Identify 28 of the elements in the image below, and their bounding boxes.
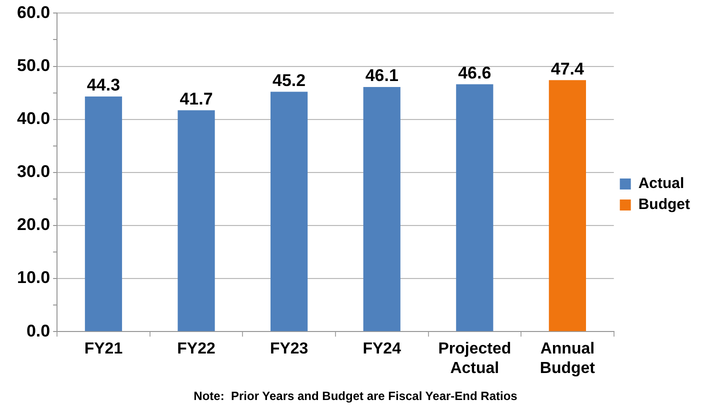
y-tick-label: 10.0 (16, 268, 50, 288)
x-tick-label: FY24 (362, 340, 402, 358)
x-tick-label: FY21 (84, 340, 123, 358)
x-tick-label: Annual Budget (540, 340, 596, 377)
data-label: 46.1 (365, 66, 398, 86)
bar (363, 86, 400, 332)
data-label: 44.3 (86, 76, 120, 95)
bar (548, 80, 586, 332)
x-tick-label: FY23 (270, 340, 308, 358)
legend-label: Actual (638, 175, 684, 192)
y-tick-label: 40.0 (16, 109, 50, 128)
legend-label: Budget (638, 196, 690, 214)
y-tick-label: 20.0 (16, 215, 50, 234)
data-label: 47.4 (550, 59, 585, 78)
y-tick-label: 60.0 (16, 2, 50, 22)
bar (456, 84, 494, 332)
bar (178, 110, 215, 332)
x-tick-label: Projected Actual (438, 340, 512, 377)
y-tick-label: 0.0 (26, 321, 50, 340)
y-tick-label: 50.0 (16, 56, 50, 75)
data-label: 41.7 (180, 90, 213, 108)
y-tick-label: 30.0 (16, 162, 50, 182)
bar (84, 96, 122, 332)
x-tick-label: FY22 (177, 340, 216, 358)
data-label: 46.6 (458, 63, 492, 82)
data-label: 45.2 (272, 70, 306, 90)
text: Note: Prior Years and Budget are Fiscal Year-End Ratios (194, 389, 518, 403)
bar (270, 92, 308, 332)
